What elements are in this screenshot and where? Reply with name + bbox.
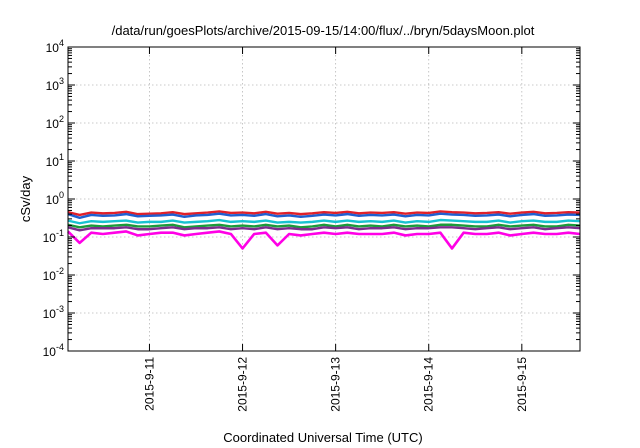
y-axis-tick-labels: 10-4 10-3 10-2 10-1 100 101 102 103 104 xyxy=(43,38,64,359)
series-line-1 xyxy=(67,210,581,217)
series-line-3 xyxy=(67,218,581,225)
x-tick-label: 2015-9-15 xyxy=(515,357,529,412)
series-group xyxy=(67,210,581,250)
y-tick-label: 104 xyxy=(46,38,64,55)
series-line-6 xyxy=(67,230,581,250)
y-tick-label: 100 xyxy=(46,190,64,207)
x-tick-label: 2015-9-14 xyxy=(422,357,436,412)
y-tick-label: 102 xyxy=(46,114,64,131)
y-tick-label: 10-4 xyxy=(43,342,64,359)
x-axis-tick-labels: 2015-9-11 2015-9-12 2015-9-13 2015-9-14 2015… xyxy=(142,357,528,412)
axis-ticks xyxy=(68,46,580,352)
x-tick-label: 2015-9-13 xyxy=(329,357,343,412)
grid xyxy=(68,46,580,352)
y-axis-label: cSv/day xyxy=(18,175,33,222)
series-line-4 xyxy=(67,223,581,229)
chart-title: /data/run/goesPlots/archive/2015-09-15/1… xyxy=(112,23,535,38)
y-tick-label: 103 xyxy=(46,76,64,93)
series-line-5 xyxy=(67,226,581,232)
x-tick-label: 2015-9-11 xyxy=(142,357,156,411)
x-axis-label: Coordinated Universal Time (UTC) xyxy=(223,430,422,445)
y-tick-label: 10-1 xyxy=(43,228,64,245)
x-tick-label: 2015-9-12 xyxy=(236,357,250,412)
series-line-2 xyxy=(67,212,581,219)
y-tick-label: 10-3 xyxy=(43,304,64,321)
y-tick-label: 10-2 xyxy=(43,266,64,283)
y-tick-label: 101 xyxy=(46,152,64,169)
